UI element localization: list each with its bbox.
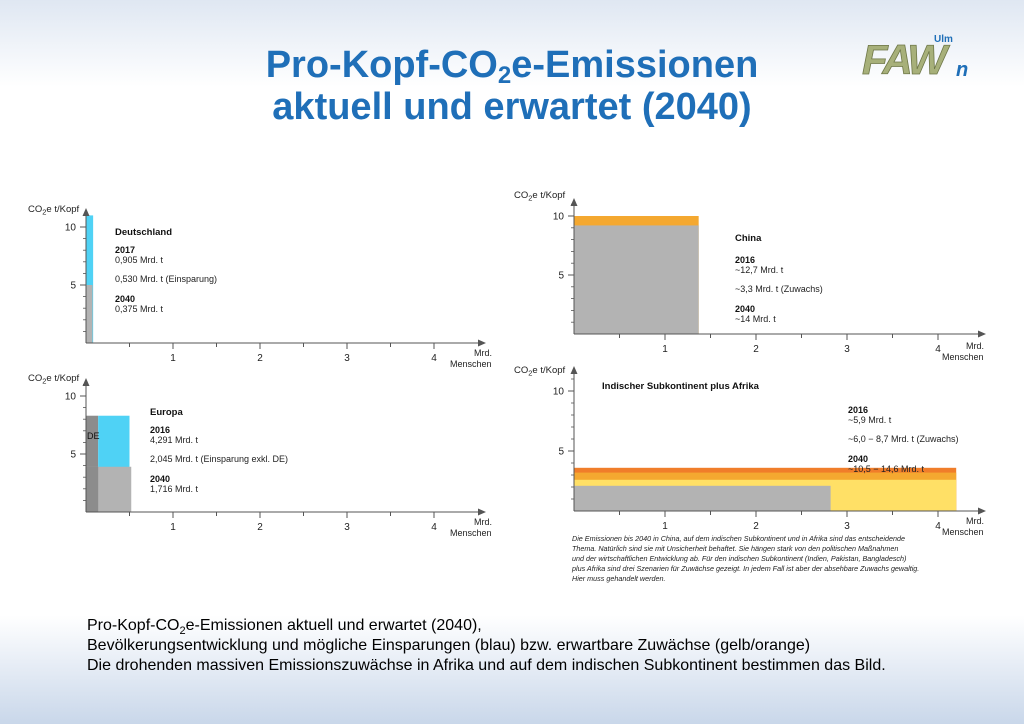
x-axis-label-2: Menschen	[450, 528, 492, 538]
y-tick-label: 5	[558, 271, 564, 282]
x-axis-label-1: Mrd.	[966, 341, 984, 351]
y-axis-arrow	[570, 366, 578, 374]
x-tick-label: 4	[431, 522, 437, 533]
title-line-1: Pro-Kopf-CO2e-Emissionen	[265, 44, 759, 89]
x-axis-label-2: Menschen	[450, 359, 492, 369]
title-line-2: aktuell und erwartet (2040)	[272, 86, 752, 128]
inner-label: DE	[87, 431, 100, 441]
y-axis-label: CO2e t/Kopf	[514, 365, 566, 378]
y-tick-label: 10	[65, 223, 77, 234]
annotation-text: 0,905 Mrd. t	[115, 255, 164, 265]
annotation-year: 2016	[735, 255, 755, 265]
x-tick-label: 4	[935, 521, 941, 532]
footnote-line: Hier muss gehandelt werden.	[572, 574, 666, 583]
block-2016	[574, 225, 699, 334]
region-name: Indischer Subkontinent plus Afrika	[602, 381, 760, 392]
footnote-line: Die Emissionen bis 2040 in China, auf de…	[572, 534, 905, 543]
logo-sub: n	[956, 59, 968, 81]
y-axis-label: CO2e t/Kopf	[514, 190, 566, 203]
x-axis-label-1: Mrd.	[474, 348, 492, 358]
annotation-text: ~6,0 − 8,7 Mrd. t (Zuwachs)	[848, 434, 959, 444]
annotation-year: 2016	[848, 405, 868, 415]
annotation-year: 2040	[848, 454, 868, 464]
logo-ulm: Ulm	[934, 34, 953, 45]
x-axis-arrow	[978, 330, 986, 338]
annotation-year: 2040	[150, 474, 170, 484]
annotation-text: 0,530 Mrd. t (Einsparung)	[115, 274, 217, 284]
x-axis-label-2: Menschen	[942, 527, 984, 537]
y-tick-label: 10	[65, 392, 77, 403]
annotation-text: ~3,3 Mrd. t (Zuwachs)	[735, 284, 823, 294]
x-axis-arrow	[978, 507, 986, 515]
x-tick-label: 3	[844, 344, 850, 355]
x-tick-label: 4	[431, 353, 437, 364]
region-name: Europa	[150, 407, 183, 418]
annotation-text: ~5,9 Mrd. t	[848, 415, 892, 425]
footnote-line: plus Afrika sind drei Szenarien für Zuwä…	[571, 564, 919, 573]
y-axis-label: CO2e t/Kopf	[28, 373, 80, 386]
x-axis-arrow	[478, 339, 486, 347]
annotation-year: 2040	[115, 294, 135, 304]
x-tick-label: 3	[844, 521, 850, 532]
x-tick-label: 2	[753, 344, 759, 355]
y-tick-label: 5	[70, 450, 76, 461]
block-2040	[86, 285, 93, 343]
caption-line-3: Die drohenden massiven Emissionszuwächse…	[87, 657, 886, 674]
y-tick-label: 10	[553, 212, 565, 223]
footnote-line: Thema. Natürlich sind sie mit Unsicherhe…	[572, 544, 898, 553]
annotation-year: 2016	[150, 425, 170, 435]
annotation-year: 2017	[115, 245, 135, 255]
caption: Pro-Kopf-CO2e-Emissionen aktuell und erw…	[87, 616, 987, 676]
x-tick-label: 3	[344, 522, 350, 533]
footnote-line: und der wirtschaftlichen Entwicklung ab.…	[572, 554, 906, 563]
x-axis-label-1: Mrd.	[474, 517, 492, 527]
chart-panel-1: 1 2 3 4 5 10 CO2e t/Kopf Mrd.Menschen Deutschlan…	[28, 204, 492, 369]
annotation-text: ~12,7 Mrd. t	[735, 265, 784, 275]
block-2040-DE	[86, 466, 99, 512]
caption-line-1: Pro-Kopf-CO2e-Emissionen aktuell und erw…	[87, 617, 482, 638]
logo-main: FAW	[862, 36, 950, 83]
faw-logo: Ulm FAW n	[862, 34, 969, 83]
x-tick-label: 4	[935, 344, 941, 355]
region-name: China	[735, 233, 762, 244]
caption-line-2: Bevölkerungsentwicklung und mögliche Ein…	[87, 637, 811, 654]
x-tick-label: 2	[257, 522, 263, 533]
x-tick-label: 3	[344, 353, 350, 364]
region-name: Deutschland	[115, 227, 172, 238]
annotation-text: 2,045 Mrd. t (Einsparung exkl. DE)	[150, 454, 288, 464]
annotation-text: 0,375 Mrd. t	[115, 304, 164, 314]
x-tick-label: 2	[753, 521, 759, 532]
x-axis-label-1: Mrd.	[966, 516, 984, 526]
x-tick-label: 2	[257, 353, 263, 364]
y-tick-label: 10	[553, 387, 565, 398]
block-2016	[574, 485, 831, 511]
block-current-2017	[86, 215, 94, 343]
chart-panel-4: 1 2 3 4 5 10 CO2e t/Kopf Mrd.Menschen Indischer …	[514, 365, 986, 583]
y-axis-arrow	[570, 198, 578, 206]
x-tick-label: 1	[662, 344, 668, 355]
y-tick-label: 5	[558, 447, 564, 458]
annotation-text: ~10,5 − 14,6 Mrd. t	[848, 464, 925, 474]
y-axis-arrow	[82, 208, 90, 216]
x-tick-label: 1	[170, 353, 176, 364]
annotation-text: 1,716 Mrd. t	[150, 484, 199, 494]
x-tick-label: 1	[170, 522, 176, 533]
annotation-year: 2040	[735, 304, 755, 314]
x-axis-label-2: Menschen	[942, 352, 984, 362]
chart-panel-3: 1 2 3 4 5 10 CO2e t/Kopf Mrd.Menschen Europa DE 20…	[28, 373, 492, 538]
x-axis-arrow	[478, 508, 486, 516]
annotation-text: 4,291 Mrd. t	[150, 435, 199, 445]
annotation-text: ~14 Mrd. t	[735, 314, 776, 324]
x-tick-label: 1	[662, 521, 668, 532]
slide-title: Pro-Kopf-CO2e-Emissionen aktuell und erw…	[0, 44, 1024, 128]
y-axis-label: CO2e t/Kopf	[28, 204, 80, 217]
y-tick-label: 5	[70, 281, 76, 292]
